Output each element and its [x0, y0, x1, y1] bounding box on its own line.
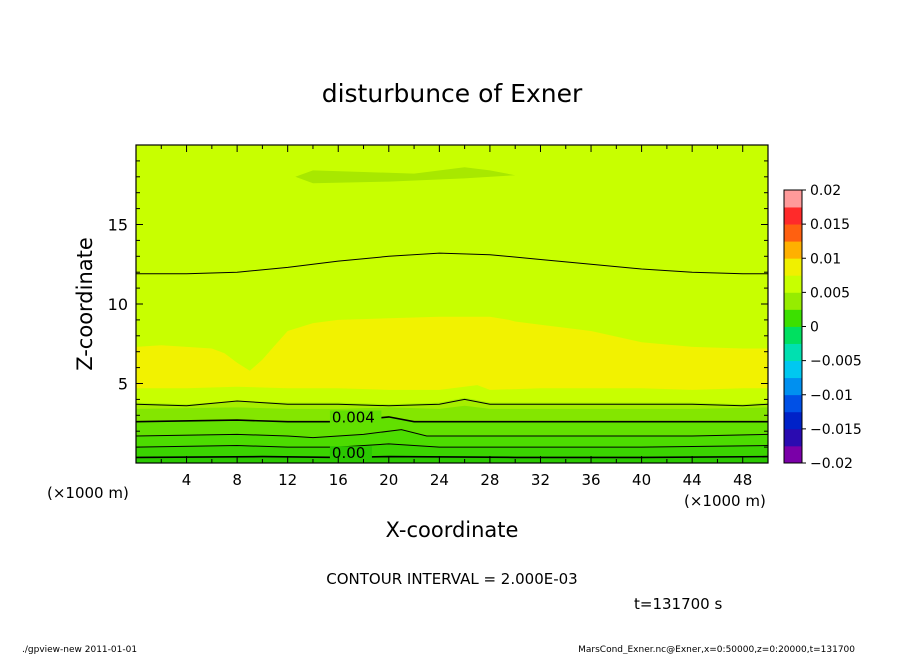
x-unit-left: (×1000 m): [47, 484, 129, 502]
x-tick-label: 24: [430, 471, 449, 489]
plot-area: 0.004 0.00: [135, 144, 769, 464]
colorbar-swatch: [784, 190, 802, 208]
x-tick-label: 20: [379, 471, 398, 489]
colorbar-swatch: [784, 445, 802, 464]
x-tick-label: 48: [733, 471, 752, 489]
colorbar-swatch: [784, 411, 802, 430]
contour-line-3: [135, 416, 768, 423]
yellow-region: [136, 316, 768, 390]
chart-title: disturbunce of Exner: [322, 79, 583, 108]
x-tick-label: 40: [632, 471, 651, 489]
colorbar-swatch: [784, 292, 802, 310]
time-text: t=131700 s: [634, 595, 722, 613]
y-tick-label: 15: [108, 216, 128, 235]
colorbar-label: 0.015: [810, 217, 850, 233]
x-tick-label: 8: [232, 471, 242, 489]
contour-line-2: [135, 398, 769, 407]
contour-interval-text: CONTOUR INTERVAL = 2.000E-03: [326, 570, 577, 588]
colorbar-label: 0.005: [810, 285, 850, 301]
colorbar-label: 0.01: [810, 251, 841, 267]
colorbar-swatch: [784, 360, 802, 379]
contour-label-bg-2: [329, 446, 372, 461]
colorbar-swatch: [784, 207, 802, 225]
x-tick-label: 4: [182, 471, 192, 489]
y-tick-label: 5: [118, 375, 128, 394]
colorbar-label: 0.02: [810, 183, 841, 199]
colorbar-swatch: [784, 258, 802, 276]
colorbar-swatch: [784, 394, 802, 413]
contour-label-2: 0.00: [332, 444, 365, 462]
contour-line-4: [135, 429, 769, 439]
colorbar: 0.02 0.015 0.01 0.005 0 −0.005 −0.01 −0.015 −0.0…: [783, 183, 862, 472]
x-unit-right: (×1000 m): [684, 492, 766, 510]
x-tick-label: 28: [480, 471, 499, 489]
colorbar-swatch: [784, 326, 802, 344]
x-tick-label: 16: [329, 471, 348, 489]
colorbar-swatch: [784, 343, 802, 362]
y-tick-label: 10: [108, 295, 128, 314]
upper-patch: [295, 167, 516, 184]
footer-right: MarsCond_Exner.nc@Exner,x=0:50000,z=0:20…: [578, 645, 855, 654]
colorbar-swatch: [784, 275, 802, 293]
colorbar-swatch: [784, 224, 802, 242]
level-band-6: [136, 456, 768, 463]
contour-line-1: [136, 252, 768, 275]
colorbar-label: −0.015: [810, 422, 862, 438]
x-tick-label: 36: [581, 471, 600, 489]
colorbar-label: −0.005: [810, 354, 862, 370]
contour-label-1: 0.004: [332, 408, 375, 426]
contour-label-bg-1: [329, 410, 382, 425]
colorbar-swatch: [784, 241, 802, 259]
footer-left: ./gpview-new 2011-01-01: [22, 645, 137, 654]
colorbar-label: −0.01: [810, 388, 853, 404]
x-tick-label: 44: [683, 471, 702, 489]
y-axis-label: Z-coordinate: [73, 237, 97, 371]
contour-line-5: [135, 443, 769, 448]
colorbar-swatch: [784, 309, 802, 327]
x-axis-label: X-coordinate: [386, 518, 519, 542]
colorbar-label: 0: [810, 320, 819, 336]
colorbar-swatch: [784, 428, 802, 447]
x-tick-label: 32: [531, 471, 550, 489]
x-tick-label: 12: [278, 471, 297, 489]
colorbar-label: −0.02: [810, 456, 853, 472]
colorbar-swatch: [784, 377, 802, 396]
contour-line-6: [135, 455, 769, 459]
